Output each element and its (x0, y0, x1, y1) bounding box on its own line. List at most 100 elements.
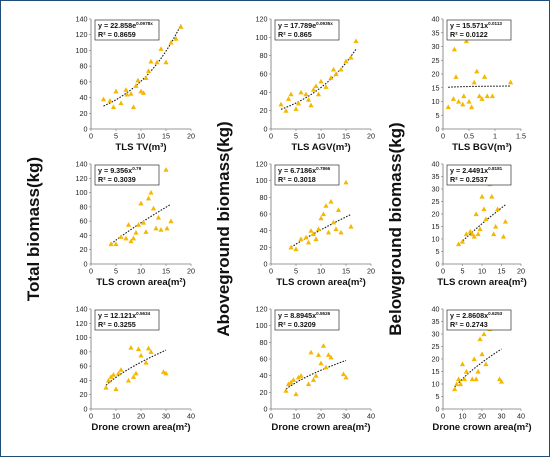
x-tick-label: 1.5 (516, 132, 526, 141)
y-tick-label: 15 (432, 367, 440, 376)
data-point (150, 205, 157, 211)
x-tick-label: 20 (137, 412, 145, 421)
y-tick-label: 140 (76, 305, 88, 314)
equation-text: y = 6.7186x0.7866 (278, 166, 331, 175)
y-tick-label: 20 (80, 109, 88, 118)
trend-line (285, 359, 347, 390)
data-point (295, 100, 302, 106)
y-tick-label: 60 (80, 362, 88, 371)
data-point (143, 75, 149, 81)
data-point (305, 381, 312, 387)
data-point (495, 206, 501, 212)
equation-exponent: 0.5526 (316, 311, 330, 316)
data-point (155, 214, 162, 220)
y-tick-label: 20 (260, 106, 268, 115)
x-tick-label: 5 (114, 267, 118, 276)
x-tick-label: 10 (137, 267, 145, 276)
data-point (145, 68, 152, 73)
y-tick-label: 0 (264, 260, 268, 269)
row-label-0: Total biomass(kg) (24, 157, 43, 301)
data-point (110, 372, 117, 377)
data-point (498, 378, 505, 384)
y-tick-label: 60 (80, 217, 88, 226)
data-point (453, 74, 459, 79)
data-point (168, 39, 174, 45)
y-tick-label: 120 (256, 305, 268, 314)
data-point (502, 218, 508, 224)
r-squared-text: R² = 0.3039 (98, 175, 136, 184)
data-point (308, 349, 314, 355)
data-point (469, 231, 475, 237)
data-point (168, 218, 174, 224)
y-tick-label: 120 (76, 30, 88, 39)
r-squared-text: R² = 0.2537 (450, 175, 488, 184)
y-tick-label: 80 (260, 193, 268, 202)
data-point (315, 352, 322, 357)
y-tick-label: 100 (256, 176, 268, 185)
data-point (118, 234, 124, 239)
y-tick-label: 60 (260, 355, 268, 364)
data-point (343, 179, 349, 185)
data-point (323, 364, 329, 370)
data-point (145, 345, 152, 351)
r-squared-text: R² = 0.2743 (450, 320, 488, 329)
equation-exponent: 0.8181 (488, 166, 502, 171)
y-tick-label: 5 (436, 392, 440, 401)
x-axis-label: TLS crown area(m²) (437, 277, 527, 288)
y-tick-label: 0 (84, 125, 88, 134)
x-tick-label: 5 (294, 267, 298, 276)
y-tick-label: 80 (260, 51, 268, 60)
data-point (295, 374, 302, 380)
data-point (496, 376, 503, 382)
data-point (479, 193, 485, 199)
y-tick-label: 0 (264, 125, 268, 134)
data-point (460, 101, 466, 107)
r-squared-text: R² = 0.0122 (450, 30, 488, 39)
data-point (313, 236, 319, 242)
y-tick-label: 5 (436, 111, 440, 120)
r-squared-text: R² = 0.3018 (278, 175, 316, 184)
data-point (340, 371, 347, 377)
trend-line (290, 213, 352, 248)
y-tick-label: 40 (80, 376, 88, 385)
x-axis-label: Drone crown area(m²) (271, 422, 370, 433)
x-axis-label: Drone crown area(m²) (91, 422, 190, 433)
y-tick-label: 100 (256, 321, 268, 330)
data-point (508, 79, 514, 85)
x-tick-label: 20 (187, 132, 195, 141)
data-point (318, 215, 324, 221)
y-tick-label: 0 (436, 125, 440, 134)
y-tick-label: 5 (436, 247, 440, 256)
data-point (328, 75, 334, 80)
data-point (452, 386, 458, 392)
data-point (118, 100, 124, 106)
panel-below-bgv: 0 5 10 15 20 25 30 35 40 0 0.5 1 1.5 TLS BGV(m³) y = 1… (432, 15, 527, 154)
x-tick-label: 15 (342, 132, 350, 141)
data-point (138, 88, 144, 94)
data-point (143, 359, 149, 365)
equation-box (446, 309, 512, 331)
data-point (445, 104, 451, 110)
x-tick-label: 10 (317, 132, 325, 141)
y-tick-label: 120 (76, 174, 88, 183)
equation-exponent: 0.7866 (316, 166, 330, 171)
data-point (348, 223, 354, 229)
y-tick-label: 40 (260, 88, 268, 97)
data-point (158, 227, 164, 232)
x-axis-label: TLS crown area(m²) (276, 277, 366, 288)
data-point (475, 231, 481, 237)
y-tick-label: 20 (432, 210, 440, 219)
data-point (318, 360, 324, 366)
x-tick-label: 20 (367, 267, 375, 276)
data-point (305, 239, 312, 245)
data-point (313, 373, 319, 378)
x-tick-label: 30 (342, 412, 350, 421)
x-axis-label: TLS crown area(m²) (96, 277, 186, 288)
equation-text: y = 2.4491x0.8181 (450, 166, 503, 175)
data-point (320, 343, 327, 348)
y-tick-label: 10 (432, 380, 440, 389)
data-point (113, 88, 119, 94)
data-point (108, 241, 114, 247)
y-tick-label: 0 (84, 405, 88, 414)
